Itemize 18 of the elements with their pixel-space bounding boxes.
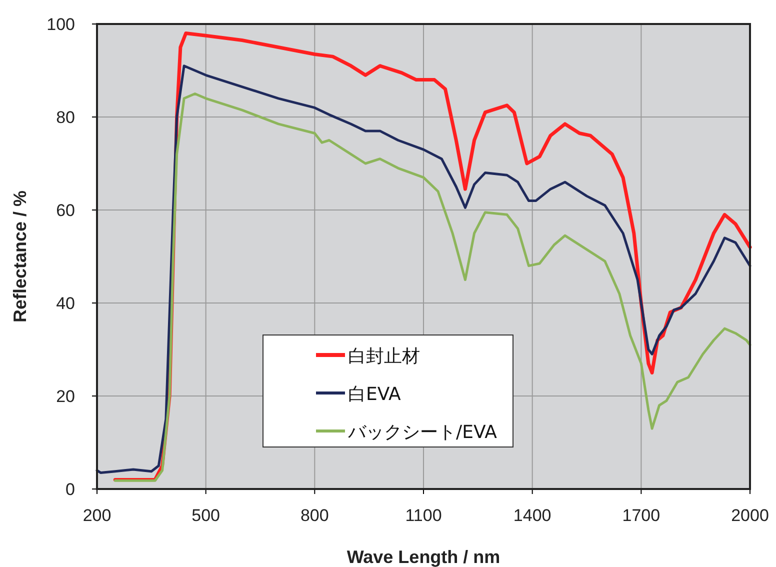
x-tick-label: 200 <box>82 506 112 525</box>
y-tick-label: 40 <box>56 294 75 313</box>
x-tick-label: 2000 <box>731 506 769 525</box>
y-tick-label: 100 <box>46 15 75 34</box>
x-tick-label: 1700 <box>622 506 660 525</box>
x-tick-label: 800 <box>300 506 329 525</box>
y-tick-label: 0 <box>66 480 75 499</box>
legend-label: 白EVA <box>348 384 402 405</box>
x-tick-label: 1400 <box>513 506 552 525</box>
y-axis-title: Reflectance / % <box>10 190 30 323</box>
y-tick-label: 80 <box>56 108 75 127</box>
x-tick-label: 500 <box>192 506 220 525</box>
legend-label: 白封止材 <box>348 346 420 367</box>
y-tick-label: 20 <box>56 387 75 406</box>
y-tick-label: 60 <box>56 201 75 220</box>
x-tick-label: 1100 <box>405 506 442 525</box>
x-axis-title: Wave Length / nm <box>346 547 500 567</box>
legend-label: バックシート/EVA <box>347 422 498 443</box>
